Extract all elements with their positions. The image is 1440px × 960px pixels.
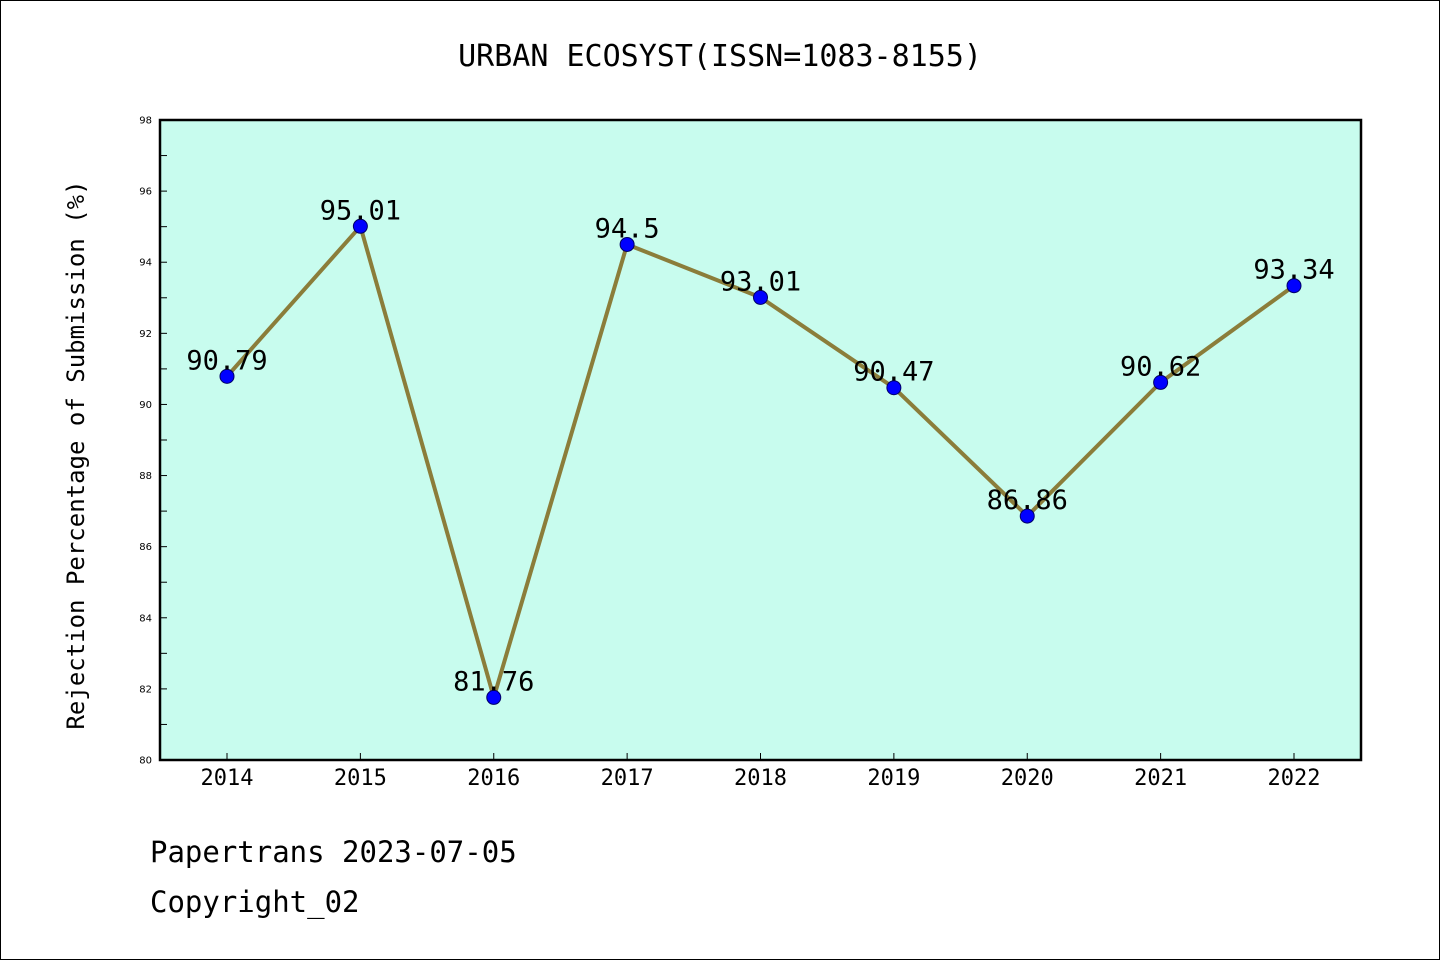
data-label: 95.01: [320, 195, 401, 226]
data-label: 90.79: [186, 345, 267, 376]
x-tick-label: 2020: [1001, 766, 1054, 791]
x-tick-label: 2017: [601, 766, 654, 791]
footer-copyright: Copyright_02: [150, 885, 360, 919]
data-point: [1153, 374, 1169, 390]
y-tick-label: 84: [139, 613, 152, 624]
data-point: [486, 689, 502, 705]
data-labels: 90.79 95.01 81.76 94.5 93.01 90.47 86.86 90.62 9…: [186, 195, 1334, 697]
data-label: 93.01: [720, 266, 801, 297]
y-tick-label: 88: [139, 471, 152, 482]
y-axis-label: Rejection Percentage of Submission (%): [62, 180, 90, 729]
data-label: 93.34: [1253, 255, 1334, 286]
footer-source: Papertrans 2023-07-05: [150, 835, 517, 869]
x-tick-label: 2016: [467, 766, 520, 791]
data-label: 90.47: [853, 357, 934, 388]
data-label: 90.62: [1120, 351, 1201, 382]
y-tick-label: 92: [139, 329, 152, 340]
data-label: 81.76: [453, 666, 534, 697]
x-tick-label: 2015: [334, 766, 387, 791]
data-point: [753, 289, 768, 305]
data-point: [219, 368, 235, 384]
data-point: [1019, 508, 1035, 524]
x-tick-label: 2022: [1268, 766, 1321, 791]
y-tick-label: 86: [139, 542, 152, 553]
y-tick-label: 80: [139, 756, 152, 767]
y-axis: 80 82 84 86 88 90 92 94 96 98: [139, 116, 167, 767]
data-label: 94.5: [595, 213, 660, 244]
y-tick-label: 94: [139, 258, 152, 269]
y-tick-label: 82: [139, 684, 152, 695]
y-tick-label: 98: [139, 116, 152, 127]
data-points: [219, 218, 1302, 705]
data-point: [1286, 278, 1302, 294]
data-point: [886, 380, 902, 396]
plot-border: [158, 118, 1363, 762]
x-tick-label: 2018: [734, 766, 787, 791]
x-tick-label: 2021: [1134, 766, 1187, 791]
chart-title: URBAN ECOSYST(ISSN=1083-8155): [458, 39, 982, 74]
data-label: 86.86: [987, 485, 1068, 516]
y-tick-label: 90: [139, 400, 152, 411]
x-tick-label: 2014: [201, 766, 254, 791]
y-tick-label: 96: [139, 187, 152, 198]
x-tick-label: 2019: [867, 766, 920, 791]
data-point: [352, 218, 368, 234]
x-axis: 2014 2015 2016 2017 2018 2019 2020 2021 2022: [201, 753, 1321, 791]
data-point: [619, 236, 635, 252]
